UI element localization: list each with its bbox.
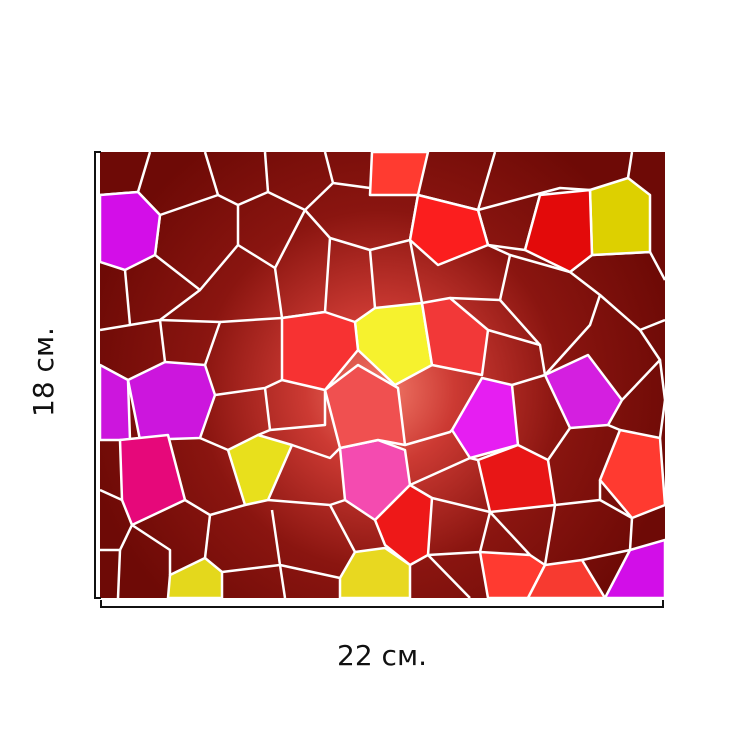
dimension-lines <box>94 151 664 608</box>
mosaic <box>100 152 665 598</box>
width-label: 22 см. <box>337 639 427 672</box>
height-label: 18 см. <box>27 327 60 417</box>
